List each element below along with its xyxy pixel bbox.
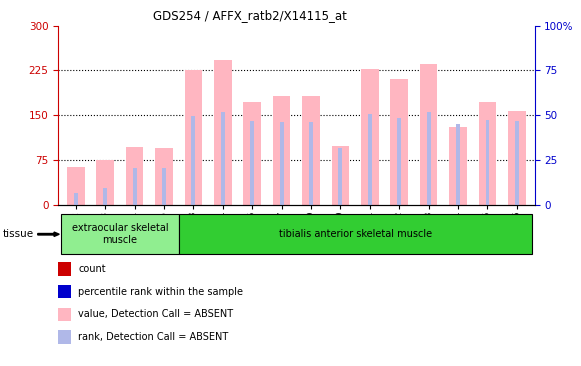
Bar: [221, 112, 225, 205]
Text: rank, Detection Call = ABSENT: rank, Detection Call = ABSENT: [78, 332, 229, 342]
Bar: [449, 127, 467, 205]
Text: tissue: tissue: [3, 229, 34, 239]
Text: count: count: [78, 264, 106, 274]
Bar: [456, 124, 460, 205]
Bar: [309, 123, 313, 205]
Text: tibialis anterior skeletal muscle: tibialis anterior skeletal muscle: [278, 229, 432, 239]
Bar: [361, 69, 379, 205]
Bar: [214, 60, 232, 205]
Bar: [103, 188, 107, 205]
Bar: [273, 96, 290, 205]
Bar: [420, 64, 437, 205]
Bar: [397, 118, 401, 205]
Bar: [191, 116, 195, 205]
Bar: [339, 148, 342, 205]
Bar: [74, 193, 78, 205]
Bar: [486, 120, 489, 205]
Bar: [155, 148, 173, 205]
Text: value, Detection Call = ABSENT: value, Detection Call = ABSENT: [78, 309, 234, 320]
Bar: [185, 71, 202, 205]
Bar: [479, 102, 496, 205]
Bar: [390, 79, 408, 205]
Bar: [250, 121, 254, 205]
Bar: [96, 160, 114, 205]
Bar: [67, 167, 85, 205]
Text: extraocular skeletal
muscle: extraocular skeletal muscle: [71, 223, 168, 245]
Bar: [125, 147, 144, 205]
Bar: [302, 96, 320, 205]
Bar: [508, 111, 526, 205]
Text: percentile rank within the sample: percentile rank within the sample: [78, 287, 243, 297]
Text: GDS254 / AFFX_ratb2/X14115_at: GDS254 / AFFX_ratb2/X14115_at: [153, 9, 347, 22]
Bar: [243, 102, 261, 205]
Bar: [368, 114, 372, 205]
Bar: [279, 123, 284, 205]
Bar: [132, 168, 137, 205]
Bar: [162, 168, 166, 205]
Bar: [332, 146, 349, 205]
Bar: [515, 121, 519, 205]
Bar: [426, 112, 431, 205]
